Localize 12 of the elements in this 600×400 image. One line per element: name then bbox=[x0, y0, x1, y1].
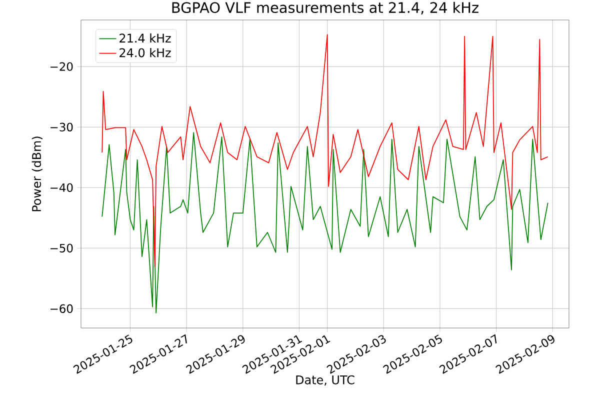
legend-label: 21.4 kHz bbox=[120, 33, 171, 43]
line-series bbox=[102, 34, 548, 268]
y-tick-label: −30 bbox=[50, 122, 73, 132]
chart-title: BGPAO VLF measurements at 21.4, 24 kHz bbox=[172, 2, 478, 14]
line-series bbox=[102, 132, 548, 314]
legend-label: 24.0 kHz bbox=[120, 48, 171, 58]
y-tick-label: −40 bbox=[50, 183, 73, 192]
y-tick-label: −60 bbox=[50, 304, 73, 313]
y-tick-label: −50 bbox=[50, 244, 73, 252]
x-axis-title: Date, UTC bbox=[296, 375, 354, 386]
y-axis-title: Power (dBm) bbox=[32, 136, 42, 212]
y-tick-label: −20 bbox=[50, 62, 73, 71]
